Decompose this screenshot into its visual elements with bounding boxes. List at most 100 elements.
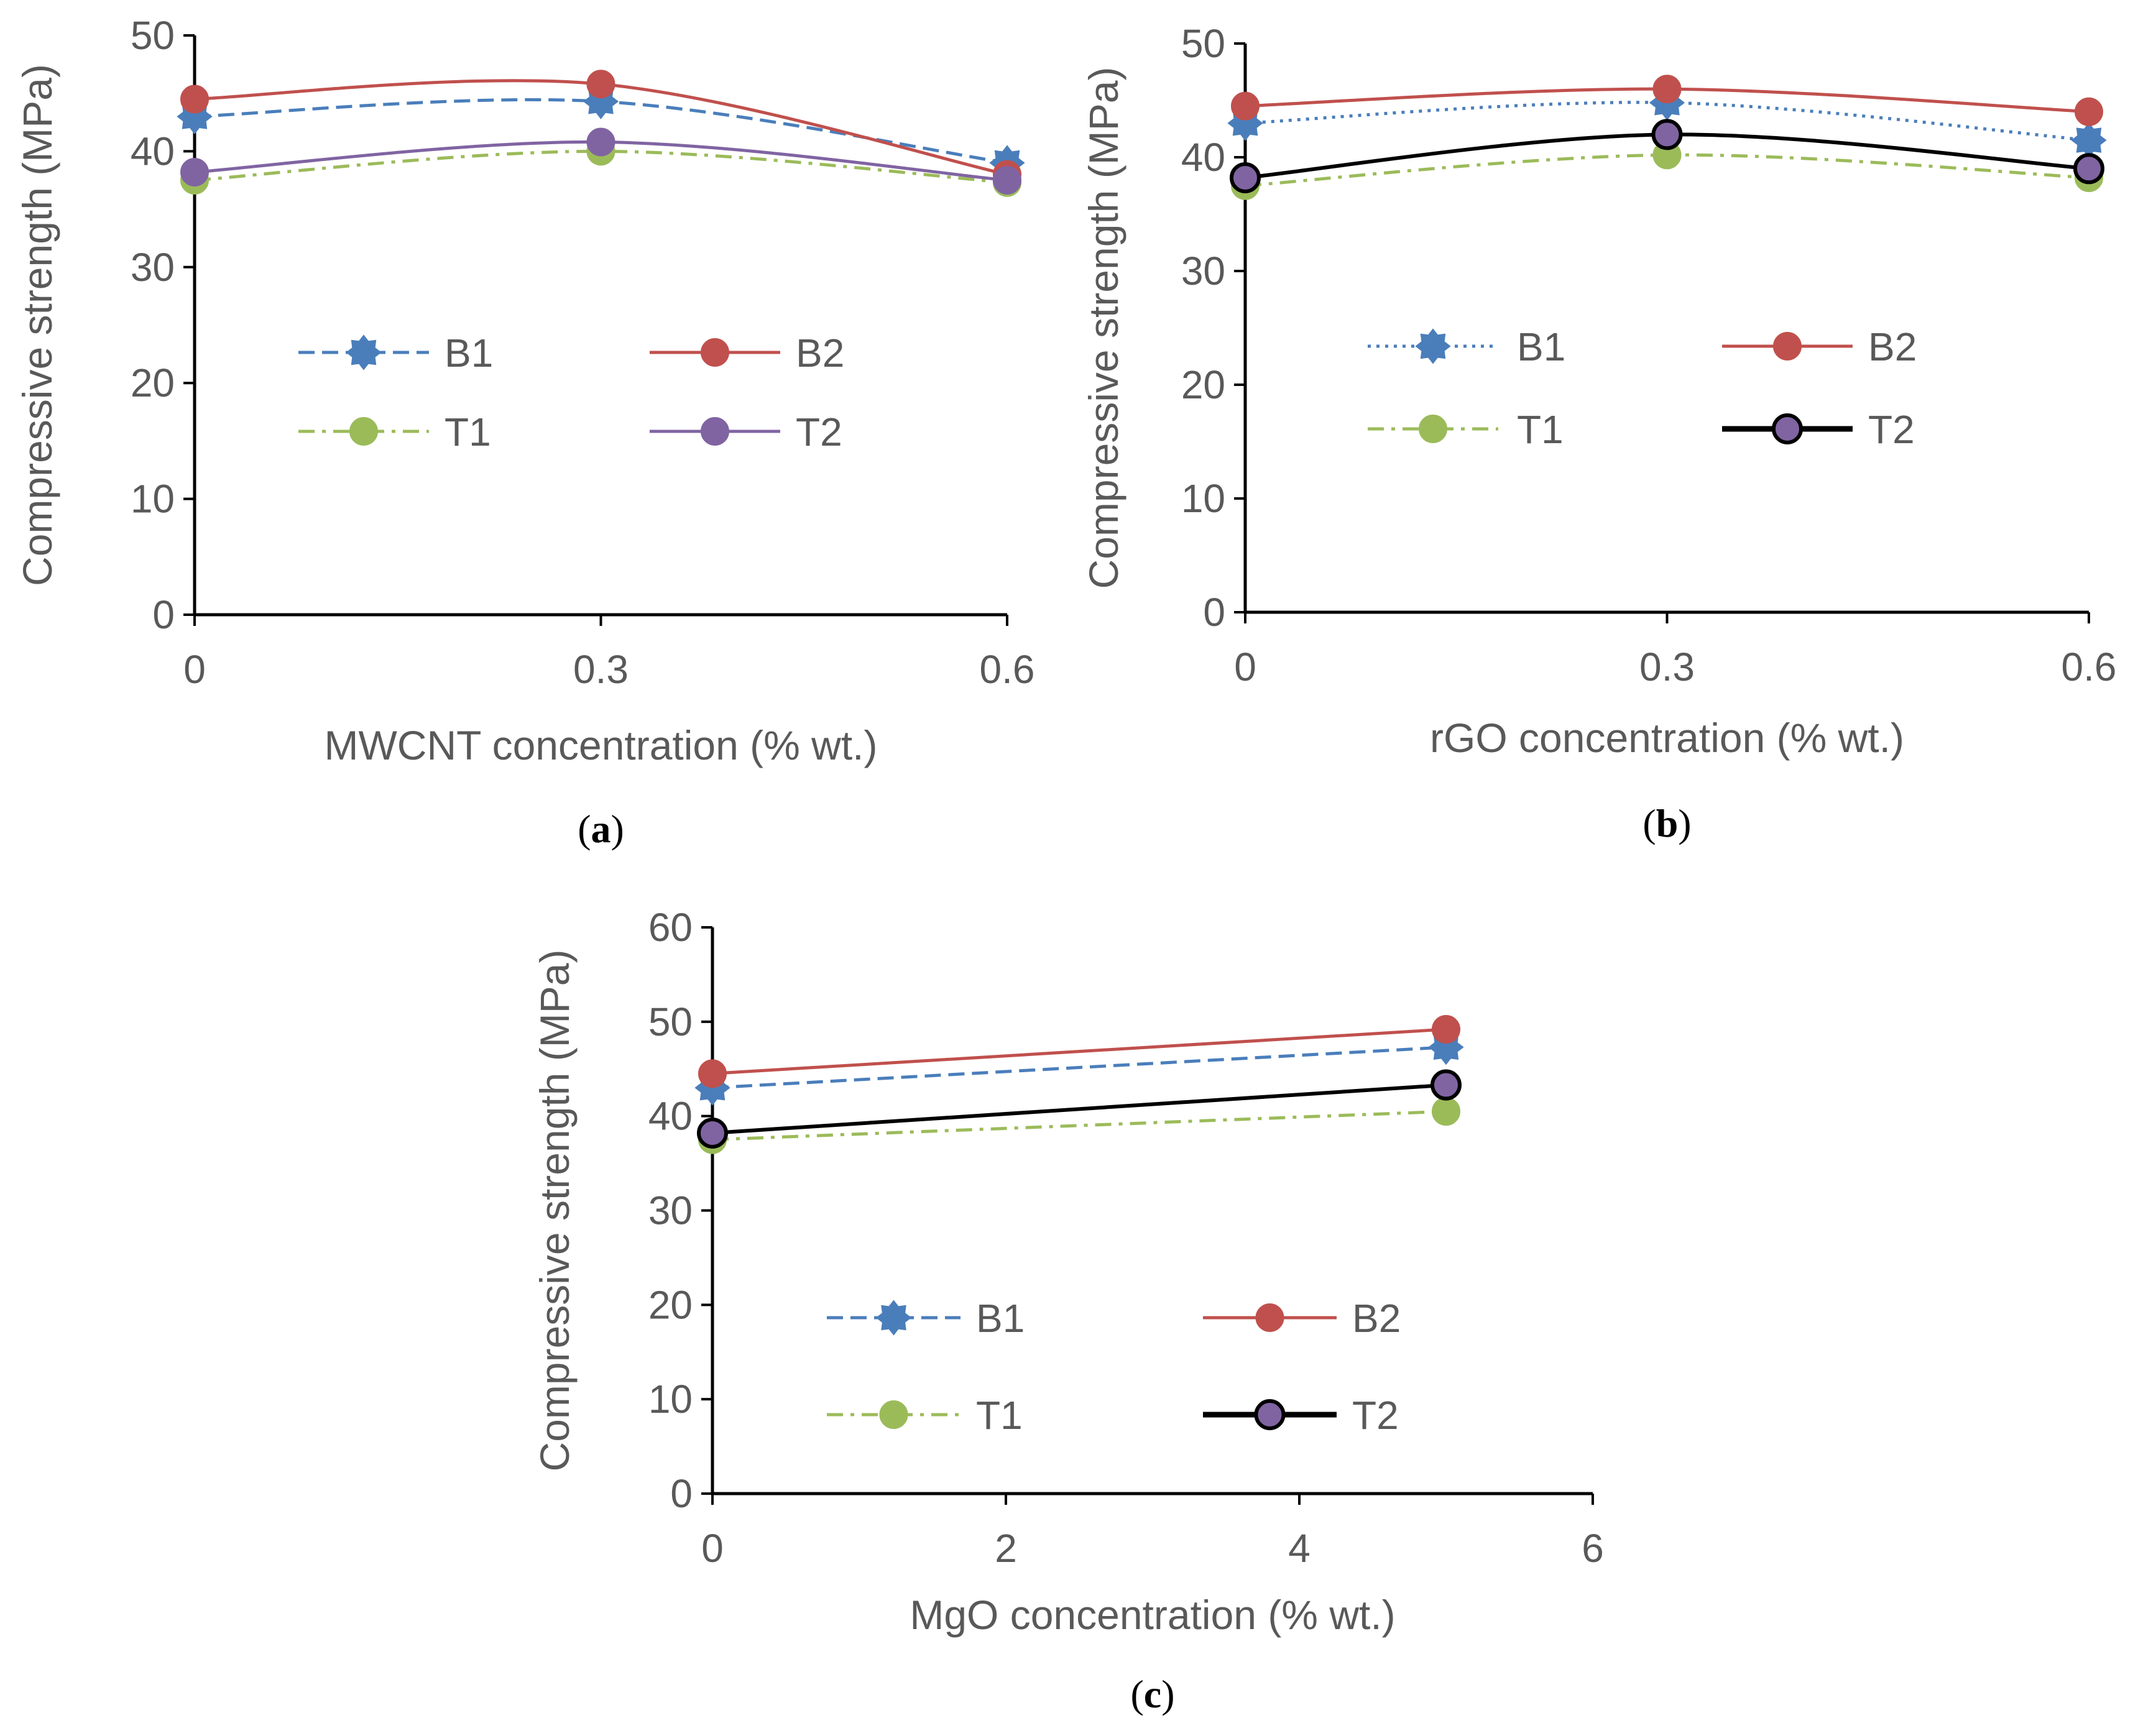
data-point-T2-2 — [2073, 153, 2104, 185]
y-axis-label: Compressive strength (MPa) — [14, 64, 60, 586]
data-point-B2-1 — [1652, 75, 1682, 104]
legend-marker-B2 — [1773, 332, 1802, 361]
legend-marker-B1 — [875, 1300, 912, 1336]
y-tick-label: 50 — [1181, 21, 1225, 66]
y-tick-label: 10 — [131, 477, 175, 521]
series-line-B2 — [712, 1027, 1447, 1075]
legend: B1 B2 T1 T2 — [827, 1296, 1401, 1438]
x-tick-label: 0.3 — [573, 647, 629, 692]
legend-marker-T2 — [1254, 1399, 1286, 1430]
data-point-T2-0 — [180, 157, 209, 186]
legend-marker-B2 — [1255, 1303, 1284, 1332]
data-point-T2-0 — [1230, 162, 1261, 193]
caption-close: ) — [611, 807, 624, 851]
y-tick-label: 30 — [1181, 249, 1225, 293]
x-tick-label: 0.6 — [2062, 645, 2117, 689]
x-tick-label: 4 — [1288, 1526, 1311, 1571]
legend-marker-B2 — [701, 338, 729, 367]
legend-label-T2: T2 — [1352, 1393, 1399, 1438]
y-tick-label: 40 — [1181, 135, 1225, 180]
x-tick-label: 0.6 — [980, 647, 1035, 692]
series-B2 — [698, 1014, 1460, 1088]
chart-panel-c: 0 10 20 30 40 50 60 0 2 4 6 MgO concentration (% wt… — [532, 905, 1604, 1716]
y-tick-label: 0 — [670, 1471, 693, 1516]
legend: B1 B2 T1 T2 — [1368, 324, 1917, 452]
y-tick-label: 50 — [131, 13, 175, 58]
panel-caption: (c) — [1130, 1672, 1174, 1716]
caption-close: ) — [1161, 1672, 1174, 1716]
y-tick-label: 10 — [1181, 476, 1225, 521]
series-B2 — [180, 70, 1021, 189]
data-point-B2-1 — [1432, 1014, 1460, 1044]
data-point-B2-0 — [1231, 91, 1260, 121]
legend-marker-B1 — [346, 334, 382, 370]
panel-caption: (a) — [578, 807, 624, 851]
legend-label-T1: T1 — [976, 1393, 1023, 1438]
legend-label-B2: B2 — [796, 331, 844, 375]
legend-label-T1: T1 — [1517, 407, 1564, 452]
legend-marker-T1 — [1419, 415, 1447, 443]
caption-close: ) — [1678, 801, 1691, 845]
data-point-B2-1 — [586, 70, 615, 99]
legend-marker-T2 — [1772, 413, 1803, 444]
x-axis-label: MgO concentration (% wt.) — [910, 1592, 1395, 1638]
x-tick-label: 0 — [183, 647, 206, 692]
y-tick-label: 40 — [131, 129, 175, 173]
y-axis-label: Compressive strength (MPa) — [532, 950, 578, 1472]
y-tick-label: 20 — [131, 361, 175, 405]
chart-panel-b: 0 10 20 30 40 50 0 0.3 0.6 rGO concentration (% w… — [1080, 21, 2116, 845]
x-axis-label: rGO concentration (% wt.) — [1430, 715, 1904, 761]
caption-letter: a — [591, 807, 611, 851]
y-tick-label: 20 — [648, 1282, 693, 1327]
caption-letter: c — [1144, 1672, 1161, 1716]
legend-label-B1: B1 — [445, 331, 493, 375]
caption-letter: b — [1656, 801, 1679, 845]
series-line-B1 — [1245, 101, 2089, 142]
y-tick-label: 10 — [648, 1377, 693, 1421]
legend-label-B2: B2 — [1868, 324, 1917, 369]
data-point-T2-2 — [993, 166, 1021, 195]
legend-label-T1: T1 — [445, 410, 491, 454]
caption-open: ( — [578, 807, 591, 851]
chart-panel-a: 0 10 20 30 40 50 0 0.3 0.6 MWCNT concentration (%… — [14, 13, 1034, 851]
series-T2 — [1230, 119, 2104, 193]
y-tick-label: 0 — [152, 592, 175, 637]
legend-marker-T1 — [879, 1400, 908, 1429]
y-tick-label: 30 — [131, 245, 175, 290]
y-tick-label: 60 — [648, 905, 693, 950]
series-B2 — [1231, 75, 2103, 126]
data-point-T1-1 — [1432, 1097, 1460, 1126]
data-point-B2-0 — [180, 85, 209, 114]
caption-open: ( — [1130, 1672, 1143, 1716]
legend: B1 B2 T1 T2 — [298, 331, 844, 454]
legend-marker-B1 — [1415, 328, 1451, 364]
series-line-B1 — [712, 1045, 1447, 1090]
legend-label-T2: T2 — [1868, 407, 1915, 452]
x-tick-label: 0 — [1234, 645, 1256, 689]
data-point-T2-1 — [1651, 119, 1683, 150]
legend-label-B2: B2 — [1352, 1296, 1401, 1341]
y-axis-label: Compressive strength (MPa) — [1080, 67, 1126, 589]
series-T2 — [697, 1069, 1462, 1149]
legend-label-B1: B1 — [1517, 324, 1565, 369]
x-tick-label: 0.3 — [1639, 645, 1695, 689]
legend-label-B1: B1 — [976, 1296, 1025, 1341]
series-line-T2 — [712, 1083, 1447, 1135]
y-tick-label: 40 — [648, 1094, 693, 1139]
legend-label-T2: T2 — [796, 410, 842, 454]
panel-caption: (b) — [1642, 801, 1691, 845]
data-point-T2-1 — [1430, 1069, 1462, 1101]
data-point-B2-0 — [698, 1059, 727, 1088]
x-tick-label: 6 — [1582, 1526, 1604, 1571]
data-point-T2-0 — [697, 1117, 728, 1149]
legend-marker-T1 — [349, 417, 378, 446]
x-axis-label: MWCNT concentration (% wt.) — [325, 722, 878, 768]
series-T2 — [180, 127, 1021, 195]
y-tick-label: 30 — [648, 1188, 693, 1233]
y-tick-label: 20 — [1181, 362, 1225, 407]
data-point-T2-1 — [586, 127, 615, 157]
y-tick-label: 0 — [1203, 590, 1225, 635]
data-point-B2-2 — [2075, 97, 2103, 126]
x-tick-label: 2 — [995, 1526, 1017, 1571]
